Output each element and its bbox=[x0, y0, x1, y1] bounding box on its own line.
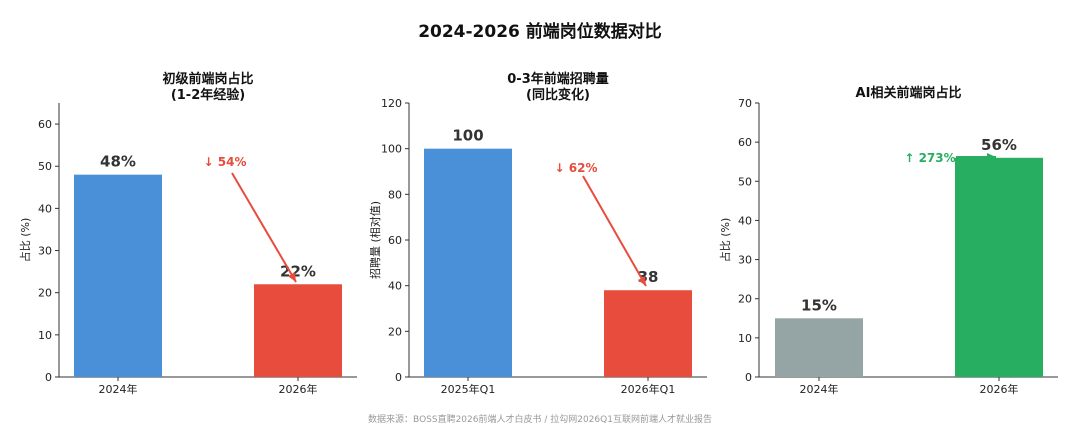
y-axis-label: 占比 (%) bbox=[18, 218, 32, 263]
panel-title-line: (同比变化) bbox=[526, 87, 590, 103]
bar-2 bbox=[955, 157, 1043, 377]
x-tick-label: 2025年Q1 bbox=[441, 382, 496, 396]
y-tick-label: 0 bbox=[395, 371, 402, 384]
y-tick-label: 30 bbox=[738, 254, 752, 267]
y-tick-label: 60 bbox=[738, 136, 752, 149]
bar-2 bbox=[604, 290, 692, 377]
bar-2 bbox=[254, 284, 342, 377]
panel-title-line: 初级前端岗占比 bbox=[162, 71, 253, 87]
panel-title-line: AI相关前端岗占比 bbox=[856, 85, 962, 101]
change-arrow bbox=[582, 175, 647, 287]
chart-panel-1: 初级前端岗占比(1-2年经验) 0 10 20 30 40 50 60 占比 (%) 2024年 4… bbox=[18, 71, 357, 396]
y-tick-label: 40 bbox=[38, 202, 52, 215]
x-tick-label: 2024年 bbox=[800, 382, 839, 396]
y-tick-label: 70 bbox=[738, 97, 752, 110]
bar-1 bbox=[775, 318, 863, 377]
x-tick-label: 2026年Q1 bbox=[621, 382, 676, 396]
change-arrow-head bbox=[638, 276, 646, 286]
bar-value-label: 56% bbox=[981, 136, 1017, 154]
x-tick-label: 2024年 bbox=[99, 382, 138, 396]
bar-value-label: 48% bbox=[100, 153, 136, 171]
chart-panel-3: AI相关前端岗占比 0 10 20 30 40 50 60 70 占比 (%) 2024年 15% 20… bbox=[718, 85, 1058, 396]
y-tick-label: 0 bbox=[745, 371, 752, 384]
y-tick-label: 120 bbox=[381, 97, 402, 110]
y-tick-label: 100 bbox=[381, 143, 402, 156]
bar-value-label: 15% bbox=[801, 296, 837, 314]
change-annotation: ↓ 62% bbox=[555, 161, 598, 175]
y-tick-label: 30 bbox=[38, 245, 52, 258]
figure-title: 2024-2026 前端岗位数据对比 bbox=[418, 21, 662, 42]
change-arrow-head bbox=[987, 153, 996, 161]
source-note: 数据来源：BOSS直聘2026前端人才白皮书 / 拉勾网2026Q1互联网前端人… bbox=[368, 413, 712, 425]
change-annotation: ↓ 54% bbox=[204, 155, 247, 169]
y-tick-label: 20 bbox=[738, 293, 752, 306]
bar-value-label: 100 bbox=[452, 127, 483, 145]
y-tick-label: 60 bbox=[38, 118, 52, 131]
chart-panel-2: 0-3年前端招聘量(同比变化) 0 20 40 60 80 100 120 招聘量 (相对值) 2… bbox=[368, 71, 707, 396]
panel-title-line: 0-3年前端招聘量 bbox=[507, 71, 609, 87]
y-tick-label: 40 bbox=[738, 214, 752, 227]
x-tick-label: 2026年 bbox=[980, 382, 1019, 396]
x-tick-label: 2026年 bbox=[279, 382, 318, 396]
y-tick-label: 10 bbox=[738, 332, 752, 345]
bar-1 bbox=[424, 148, 512, 377]
y-tick-label: 60 bbox=[388, 234, 402, 247]
change-arrow-head bbox=[287, 272, 296, 282]
change-arrow bbox=[231, 172, 297, 283]
change-annotation: ↑ 273% bbox=[904, 151, 955, 165]
y-tick-label: 10 bbox=[38, 329, 52, 342]
y-axis-label: 占比 (%) bbox=[718, 218, 732, 263]
y-tick-label: 40 bbox=[388, 280, 402, 293]
panel-title-line: (1-2年经验) bbox=[171, 87, 245, 103]
y-tick-label: 80 bbox=[388, 188, 402, 201]
bar-1 bbox=[74, 174, 162, 377]
y-tick-label: 50 bbox=[38, 160, 52, 173]
y-axis-label: 招聘量 (相对值) bbox=[368, 201, 382, 279]
y-tick-label: 0 bbox=[45, 371, 52, 384]
y-tick-label: 20 bbox=[38, 287, 52, 300]
y-tick-label: 50 bbox=[738, 175, 752, 188]
y-tick-label: 20 bbox=[388, 325, 402, 338]
